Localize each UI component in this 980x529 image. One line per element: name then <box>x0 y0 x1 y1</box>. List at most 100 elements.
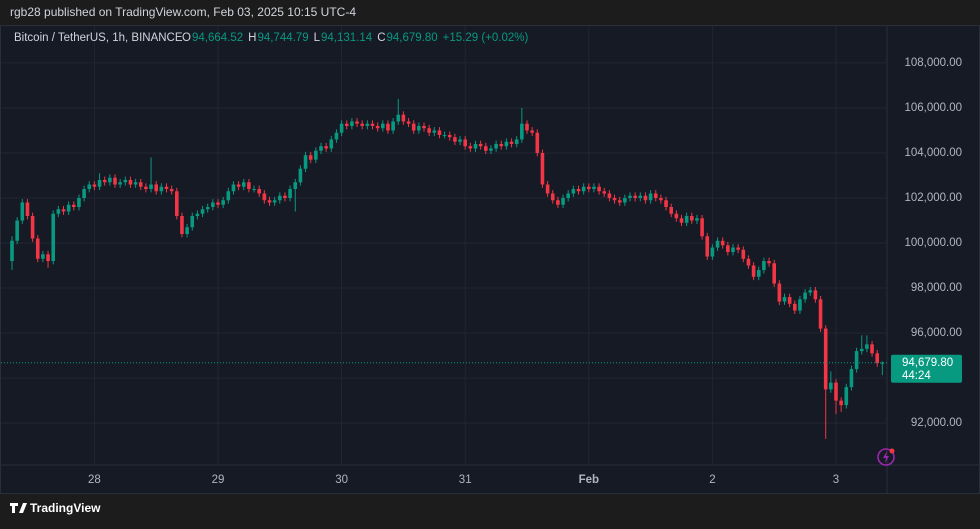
candle-body <box>865 344 869 349</box>
candle-body <box>391 121 395 131</box>
price-tag <box>891 354 962 383</box>
candle-body <box>339 123 344 133</box>
candle-body <box>844 387 849 406</box>
candle-body <box>818 299 823 329</box>
candle-body <box>396 114 401 122</box>
candle-body <box>417 125 421 131</box>
candle-body <box>468 146 473 149</box>
candle-body <box>638 195 643 198</box>
candle-body <box>803 292 807 300</box>
candle-body <box>128 179 133 185</box>
candle-body <box>556 200 560 205</box>
y-tick-label: 104,000.00 <box>904 147 962 159</box>
candle-body <box>205 207 210 210</box>
last-price-label: 94,679.80 <box>902 357 953 369</box>
candle-body <box>159 186 164 192</box>
candle-body <box>870 344 874 354</box>
candle-body <box>777 283 782 302</box>
candle-body <box>787 297 792 304</box>
candle-body <box>540 152 545 185</box>
candle-body <box>257 188 261 194</box>
legend-label: L <box>314 32 321 44</box>
candle-body <box>236 184 241 187</box>
candle-body <box>566 193 570 198</box>
candle-body <box>82 188 86 198</box>
candle-body <box>823 328 828 390</box>
candle-body <box>314 150 318 160</box>
candle-body <box>334 132 339 140</box>
candle-body <box>344 123 349 126</box>
candle-body <box>829 382 833 390</box>
candle-body <box>278 195 282 201</box>
candle-body <box>329 139 334 149</box>
candle-body <box>422 125 426 129</box>
candle-body <box>813 290 818 300</box>
candle-body <box>715 240 720 248</box>
candle-body <box>20 202 25 221</box>
candle-body <box>736 247 740 250</box>
candle-body <box>406 121 411 124</box>
countdown: 44:24 <box>902 370 931 382</box>
candle-body <box>756 270 761 277</box>
legend-value: 94,679.80 <box>387 32 438 44</box>
brand: TradingView <box>30 501 101 515</box>
candle-body <box>705 236 710 257</box>
candle-body <box>226 191 231 201</box>
candle-body <box>432 130 437 133</box>
y-tick-label: 100,000.00 <box>904 237 962 249</box>
candle-body <box>669 207 673 214</box>
candle-body <box>118 182 122 185</box>
candle-body <box>169 188 174 192</box>
candle-body <box>375 125 380 129</box>
candle-body <box>154 184 158 192</box>
y-tick-label: 96,000.00 <box>911 327 962 339</box>
x-tick-label: Feb <box>579 474 599 486</box>
legend-value: 94,131.14 <box>321 32 373 44</box>
candle-body <box>859 348 864 352</box>
candle-body <box>175 191 179 217</box>
candle-body <box>530 130 534 133</box>
candle-body <box>149 184 153 189</box>
candle-body <box>679 218 684 223</box>
published-text: rgb28 published on TradingView.com, Feb … <box>10 5 356 19</box>
bolt-icon <box>877 448 895 466</box>
candle-body <box>659 197 663 201</box>
candle-body <box>746 258 751 266</box>
candle-body <box>484 146 488 151</box>
candle-body <box>525 123 529 131</box>
candle-body <box>87 184 92 189</box>
candle-body <box>762 261 766 271</box>
candle-body <box>41 254 45 259</box>
candle-body <box>231 184 236 192</box>
symbol: Bitcoin / TetherUS, 1h, BINANCE <box>14 32 183 44</box>
candle-body <box>72 204 76 208</box>
candle-body <box>592 186 596 189</box>
candle-body <box>793 303 797 311</box>
chart-panel <box>0 25 980 494</box>
candle-body <box>427 128 431 133</box>
legend-label: H <box>248 32 256 44</box>
legend-label: O <box>182 32 191 44</box>
candle-body <box>180 216 184 235</box>
candle-body <box>319 146 323 151</box>
candle-body <box>767 261 771 264</box>
candle-body <box>597 186 601 192</box>
candle-body <box>653 193 658 198</box>
candle-body <box>628 195 632 198</box>
candle-body <box>509 141 514 144</box>
candle-body <box>875 353 879 364</box>
candle-body <box>97 179 102 187</box>
candle-body <box>102 179 107 183</box>
footer: TradingView <box>10 501 101 515</box>
candle-body <box>648 193 653 201</box>
y-tick-label: 108,000.00 <box>904 57 962 69</box>
candle-body <box>308 155 313 160</box>
x-tick-label: 31 <box>459 474 472 486</box>
candle-body <box>350 121 354 126</box>
candle-body <box>535 132 540 153</box>
candle-body <box>123 179 128 183</box>
candle-body <box>798 299 802 311</box>
candle-body <box>442 134 447 136</box>
